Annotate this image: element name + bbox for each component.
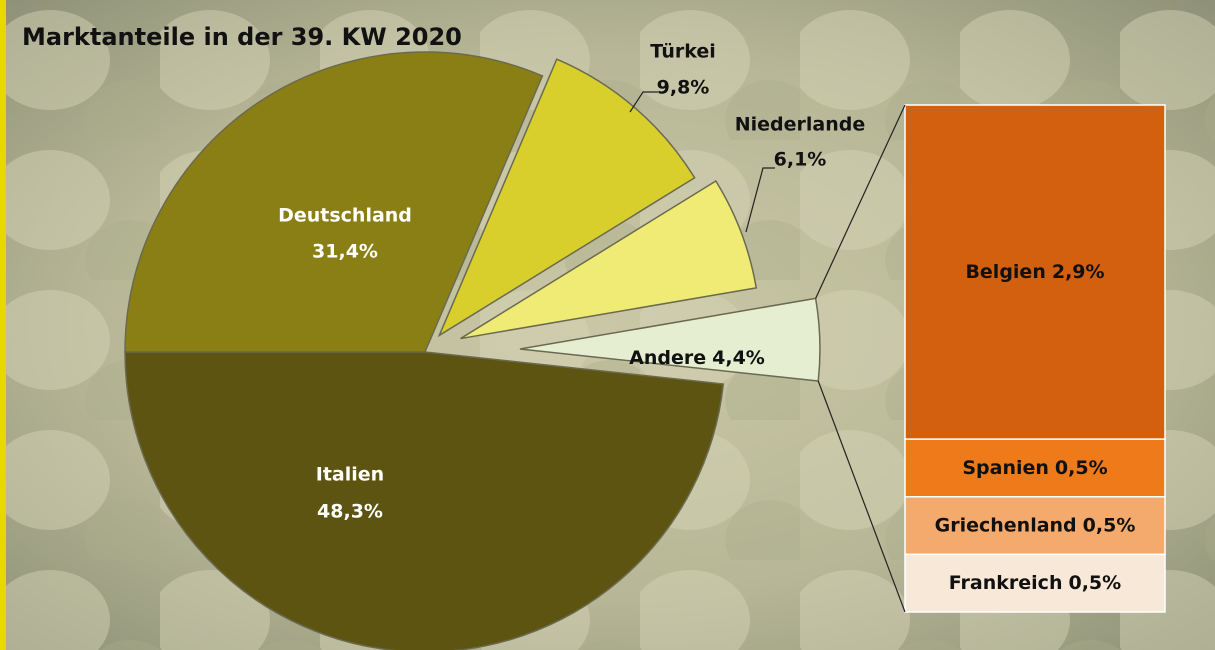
breakdown-name: Belgien <box>965 261 1045 283</box>
breakdown-bar <box>904 438 1166 498</box>
breakdown-label: Griechenland 0,5% <box>935 514 1136 536</box>
breakdown-value: 2,9% <box>1052 261 1105 283</box>
slice-value: 4,4% <box>712 347 765 369</box>
pie-slice <box>124 351 725 650</box>
pie-slice <box>437 58 696 338</box>
breakdown-label: Spanien 0,5% <box>962 456 1107 478</box>
pie-slice <box>124 51 544 353</box>
leader-line <box>629 91 658 113</box>
breakdown-value: 0,5% <box>1083 514 1136 536</box>
pie-slice <box>460 179 758 340</box>
breakdown-bar <box>904 496 1166 556</box>
slice-value: 48,3% <box>317 501 383 523</box>
breakdown-label: Belgien 2,9% <box>965 261 1104 283</box>
accent-stripe <box>0 0 6 650</box>
breakdown-value: 0,5% <box>1068 572 1121 594</box>
breakdown-label: Frankreich 0,5% <box>949 572 1121 594</box>
breakdown-name: Frankreich <box>949 572 1063 594</box>
slice-name: Andere <box>629 347 706 369</box>
chart-title: Marktanteile in der 39. KW 2020 <box>22 23 462 51</box>
slice-name: Deutschland <box>278 205 412 227</box>
leader-line <box>745 167 775 233</box>
breakdown-bar <box>904 553 1166 613</box>
breakdown-name: Griechenland <box>935 514 1077 536</box>
pie-slice <box>519 297 821 382</box>
slice-name: Niederlande <box>735 114 866 136</box>
slice-name: Italien <box>316 464 384 486</box>
slice-value: 31,4% <box>312 241 378 263</box>
breakdown-name: Spanien <box>962 456 1049 478</box>
slice-value: 6,1% <box>774 149 827 171</box>
slice-label: Andere 4,4% <box>629 347 765 369</box>
connector-line <box>817 380 906 613</box>
connector-line <box>815 104 906 299</box>
breakdown-value: 0,5% <box>1055 456 1108 478</box>
slice-name: Türkei <box>650 41 716 63</box>
breakdown-bar <box>904 104 1166 440</box>
slice-value: 9,8% <box>657 77 710 99</box>
